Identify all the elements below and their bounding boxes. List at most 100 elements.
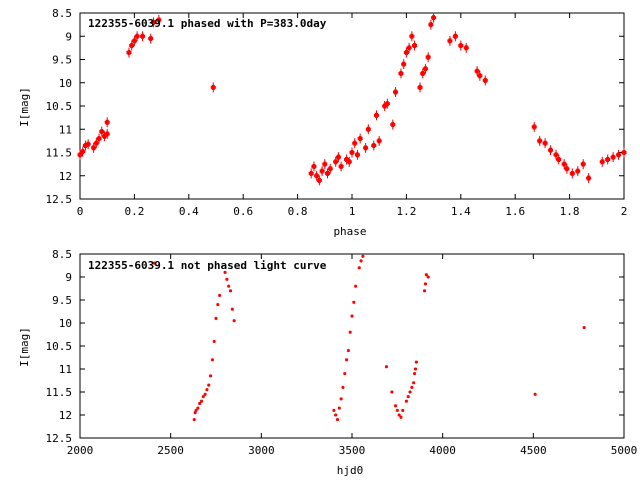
phased-x-tick-label: 2 xyxy=(621,205,628,218)
phased-data-point xyxy=(376,135,382,146)
phased-data-point xyxy=(564,163,570,174)
phased-data-point xyxy=(575,166,581,177)
phased-data-point xyxy=(537,135,543,146)
unphased-data-point xyxy=(390,390,394,394)
unphased-data-point xyxy=(194,408,198,412)
unphased-data-point xyxy=(214,316,218,320)
phased-data-point xyxy=(134,31,140,42)
phased-data-point xyxy=(85,139,91,150)
phased-data-point xyxy=(586,173,592,184)
phased-data-point xyxy=(80,146,86,157)
phased-data-point xyxy=(398,68,404,79)
unphased-data-point xyxy=(196,406,200,410)
unphased-data-point xyxy=(361,254,365,258)
phased-data-point xyxy=(621,147,627,158)
unphased-data-point xyxy=(343,372,347,376)
phased-y-tick-label: 12.5 xyxy=(46,193,73,206)
unphased-data-point xyxy=(426,275,430,279)
unphased-data-point xyxy=(152,261,156,265)
phased-data-point xyxy=(101,131,107,142)
phased-y-tick-label: 8.5 xyxy=(52,7,72,20)
unphased-data-point xyxy=(350,314,354,318)
phased-x-tick-label: 1.2 xyxy=(396,205,416,218)
phased-data-point xyxy=(357,133,363,144)
phased-data-point xyxy=(425,52,431,63)
phased-data-point xyxy=(393,87,399,98)
phased-x-tick-label: 0.8 xyxy=(288,205,308,218)
unphased-x-tick-label: 3500 xyxy=(339,444,366,457)
phased-x-tick-label: 1.8 xyxy=(560,205,580,218)
phased-data-point xyxy=(365,124,371,135)
phased-y-tick-label: 9.5 xyxy=(52,54,72,67)
phased-data-point xyxy=(531,121,537,132)
phased-data-point xyxy=(599,156,605,167)
unphased-data-point xyxy=(412,381,416,385)
phased-data-point xyxy=(482,75,488,86)
phased-data-point xyxy=(156,14,162,25)
unphased-data-point xyxy=(212,339,216,343)
phased-data-point xyxy=(363,142,369,153)
phased-data-point xyxy=(384,98,390,109)
phased-data-point xyxy=(561,159,567,170)
unphased-data-point xyxy=(357,266,361,270)
phased-data-point xyxy=(104,117,110,128)
unphased-x-tick-label: 2500 xyxy=(157,444,184,457)
phased-data-point xyxy=(322,159,328,170)
phased-y-tick-label: 12 xyxy=(59,170,72,183)
phased-data-point xyxy=(129,40,135,51)
unphased-axis-ticks: 2000 2500 3000 3500 4000 4500 5000 8.5 9 9.5 10 10.… xyxy=(46,248,638,457)
phased-data-point xyxy=(335,152,341,163)
unphased-x-tick-label: 5000 xyxy=(611,444,638,457)
unphased-data-point xyxy=(210,358,214,362)
phased-data-point xyxy=(458,40,464,51)
unphased-data-point xyxy=(346,349,350,353)
phased-x-tick-label: 1.6 xyxy=(505,205,525,218)
unphased-y-tick-label: 12.5 xyxy=(46,432,73,445)
unphased-data-point xyxy=(232,319,236,323)
unphased-x-tick-label: 2000 xyxy=(67,444,94,457)
unphased-data-point xyxy=(225,277,229,281)
unphased-data-point xyxy=(414,360,418,364)
unphased-data-point xyxy=(399,415,403,419)
unphased-data-point xyxy=(207,383,211,387)
unphased-data-point xyxy=(413,367,417,371)
phased-data-point xyxy=(477,70,483,81)
unphased-x-tick-label: 4000 xyxy=(429,444,456,457)
unphased-data-point xyxy=(359,259,363,263)
unphased-y-tick-label: 10 xyxy=(59,317,72,330)
phased-data-point xyxy=(371,140,377,151)
unphased-x-axis-label: hjd0 xyxy=(337,464,364,477)
phased-data-point xyxy=(556,154,562,165)
phased-x-tick-label: 0 xyxy=(77,205,84,218)
unphased-data-point xyxy=(423,282,427,286)
phased-data-point xyxy=(390,119,396,130)
phased-data-point xyxy=(403,47,409,58)
phased-data-point xyxy=(308,168,314,179)
phased-data-point xyxy=(96,133,102,144)
phased-data-point xyxy=(99,126,105,137)
phased-y-tick-label: 10 xyxy=(59,77,72,90)
phased-data-point xyxy=(325,168,331,179)
phased-y-tick-label: 10.5 xyxy=(46,100,73,113)
unphased-data-point xyxy=(339,397,343,401)
phased-data-point xyxy=(569,168,575,179)
unphased-data-point xyxy=(335,418,339,422)
phased-data-point xyxy=(91,142,97,153)
unphased-y-tick-label: 9.5 xyxy=(52,294,72,307)
unphased-data-point xyxy=(424,273,428,277)
phased-data-point xyxy=(431,12,437,23)
unphased-data-point xyxy=(216,303,220,307)
phased-data-point xyxy=(77,149,83,160)
phased-data-point xyxy=(417,82,423,93)
unphased-data-point xyxy=(394,404,398,408)
unphased-data-point xyxy=(410,385,414,389)
phased-x-tick-label: 0.2 xyxy=(124,205,144,218)
phased-data-point xyxy=(422,63,428,74)
unphased-data-point xyxy=(337,406,341,410)
phased-y-axis-label: I[mag] xyxy=(18,87,31,127)
unphased-y-tick-label: 11.5 xyxy=(46,386,73,399)
unphased-y-axis-label: I[mag] xyxy=(18,327,31,367)
phased-axis-ticks: 0 0.2 0.4 0.6 0.8 1 1.2 1.4 1.6 1.8 2 8.5 9 9.5 10 10.5… xyxy=(46,7,628,218)
phased-x-axis-label: phase xyxy=(333,225,366,238)
